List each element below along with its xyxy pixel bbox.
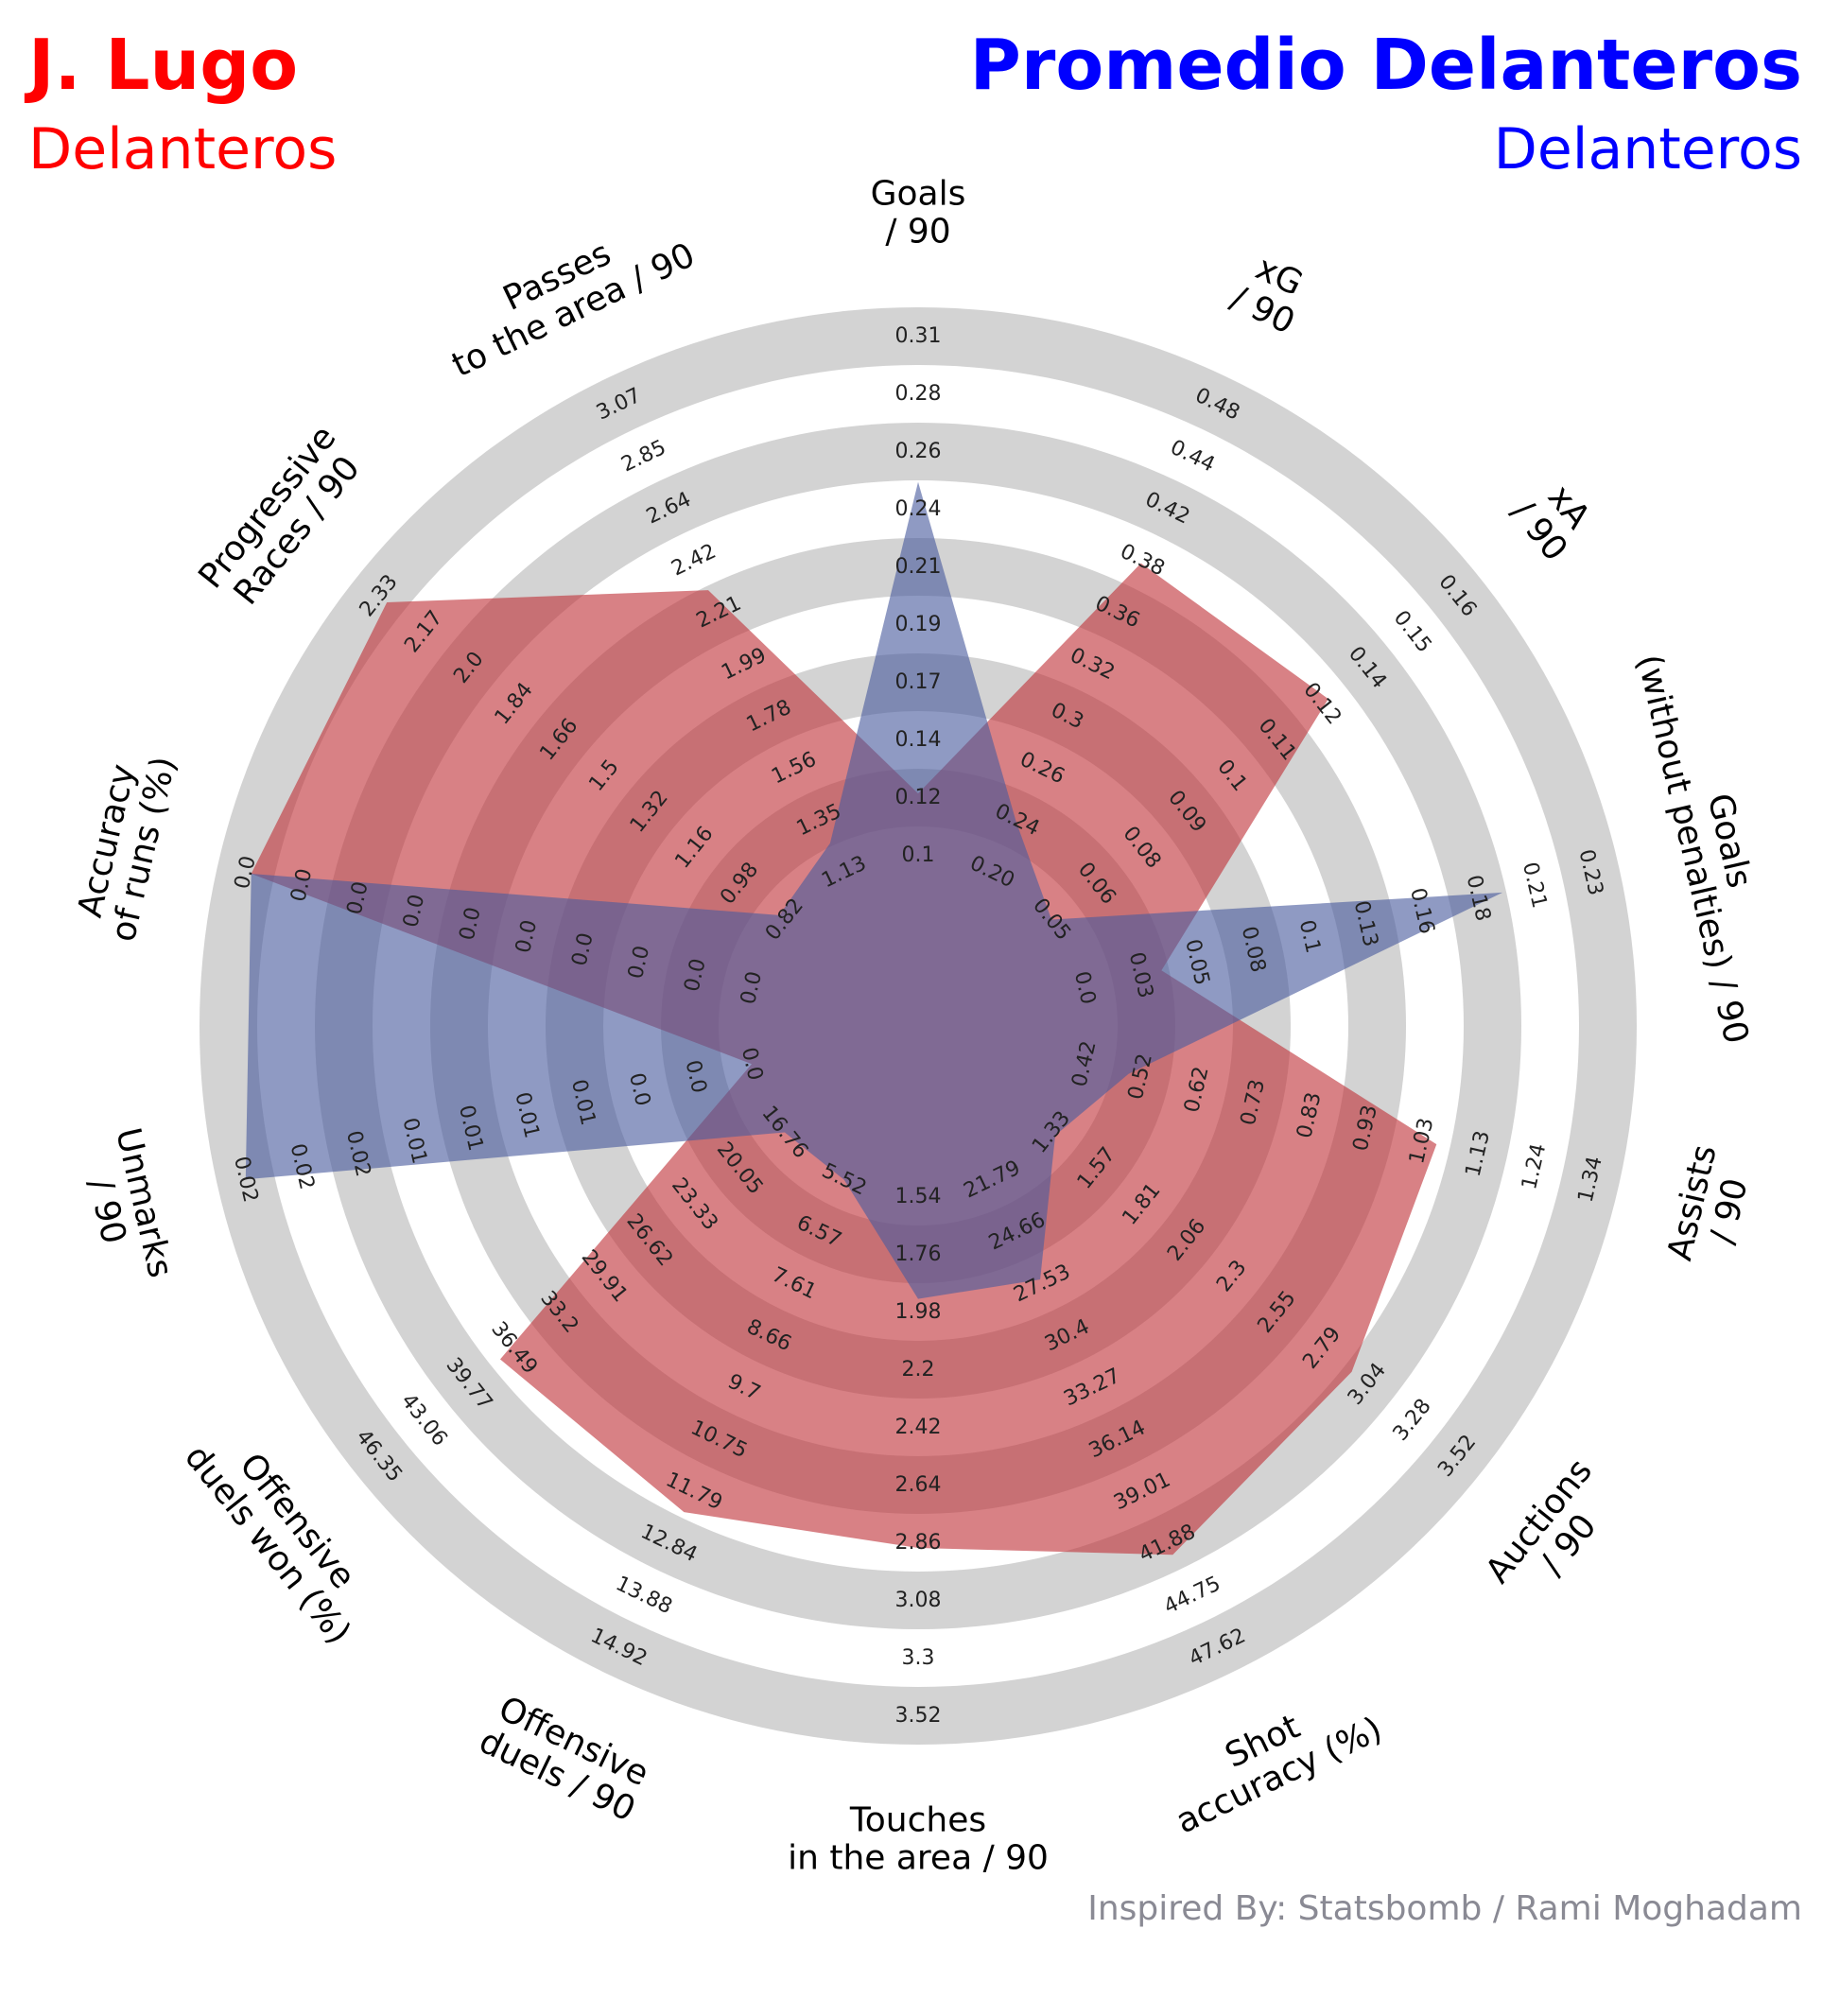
param-label: Assists/ 90	[1660, 1141, 1755, 1264]
tick-label: 0.26	[895, 440, 942, 463]
param-label: Goals(without penalties) / 90	[1629, 651, 1759, 1047]
tick-label: 0.12	[895, 786, 942, 809]
tick-label: 1.54	[895, 1185, 942, 1208]
tick-label: 3.08	[895, 1589, 942, 1612]
param-label: xA/ 90	[1503, 478, 1598, 569]
param-label: Auctions/ 90	[1478, 1451, 1604, 1590]
tick-label: 0.24	[895, 497, 942, 521]
tick-label: 2.64	[895, 1473, 942, 1497]
param-label-line: / 90	[885, 213, 950, 252]
param-label: Goals/ 90	[871, 175, 966, 252]
param-label: xG/ 90	[1224, 249, 1309, 342]
player-name: J. Lugo	[28, 25, 299, 106]
player-group: Delanteros	[28, 116, 338, 182]
credit-text: Inspired By: Statsbomb / Rami Moghadam	[1087, 1889, 1802, 1928]
tick-label: 0.19	[895, 613, 942, 636]
tick-label: 0.17	[895, 670, 942, 694]
tick-label: 3.3	[902, 1646, 935, 1670]
tick-label: 1.98	[895, 1300, 942, 1324]
compare-name: Promedio Delanteros	[969, 25, 1802, 106]
tick-label: 3.52	[895, 1704, 942, 1728]
param-label-line: Goals	[871, 175, 966, 214]
param-label: Unmarks/ 90	[80, 1124, 180, 1281]
tick-label: 1.76	[895, 1243, 942, 1266]
radar-shapes	[245, 481, 1503, 1555]
compare-polygon	[245, 481, 1503, 1299]
tick-label: 0.21	[895, 555, 942, 579]
param-label-line: in the area / 90	[788, 1839, 1049, 1878]
tick-label: 2.42	[895, 1416, 942, 1439]
tick-label: 0.1	[902, 843, 935, 867]
compare-group: Delanteros	[1493, 116, 1802, 182]
param-label-line: Touches	[849, 1801, 986, 1840]
tick-label: 0.31	[895, 324, 942, 348]
tick-label: 2.86	[895, 1531, 942, 1555]
tick-label: 0.14	[895, 728, 942, 752]
tick-label: 2.2	[902, 1358, 935, 1382]
tick-label: 0.28	[895, 382, 942, 406]
